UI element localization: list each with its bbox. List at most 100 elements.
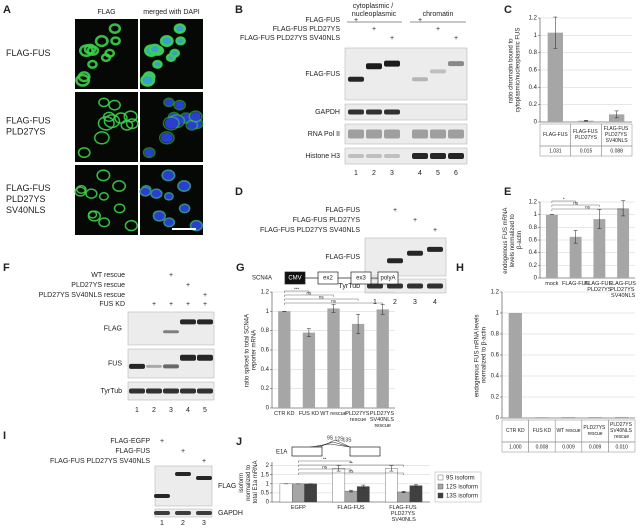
y-tick-label: 0.8 [261,328,270,334]
legend-label: 12S isoform [446,485,478,491]
bar [593,219,606,278]
plus-mark: + [202,458,206,465]
plus-mark: + [203,301,207,308]
x-tick-label: PLD27YS rescue [583,425,606,437]
band [407,250,423,256]
bar [344,490,358,503]
band-label: GAPDH [315,109,340,116]
nucleus [152,210,166,222]
cell-signal [163,192,174,201]
bar [291,483,305,503]
band [387,283,403,289]
x-tick-label: FLAG-FUS [337,505,365,511]
exon-box [349,446,381,457]
cell-signal [152,59,163,69]
y-tick-label: 0 [266,500,270,506]
value-label: 0.009 [562,444,575,450]
condition-label: PLD27YS SV40NLS rescue [39,292,125,299]
nucleus [164,117,178,129]
group-label: chromatin [423,11,454,18]
cell-signal [178,203,191,214]
lane-number: 2 [393,299,397,306]
y-tick-label: 1 [496,311,500,317]
gene-label: SCN4A [252,276,272,282]
band [430,69,446,74]
cell-signal [173,23,187,34]
band [448,61,464,67]
y-tick-label: 0.6 [529,68,538,74]
band [348,154,364,158]
table-cell [608,441,636,453]
nucleus [161,169,176,182]
blot-strip [344,47,468,101]
band [448,153,464,159]
gene-label: E1A [276,450,287,456]
cell-signal [75,73,91,87]
panel-label: G [236,262,245,274]
condition-label: FLAG-FUS PLD27YS [273,26,341,33]
plus-mark: + [203,292,207,299]
plus-mark: + [372,26,376,33]
y-tick-label: 0.2 [529,102,538,108]
construct-label: ex2 [323,276,333,282]
band [196,476,212,480]
condition-label: FLAG-FUS [325,207,360,214]
exon-box [291,446,323,457]
value-label: 0.009 [589,444,602,450]
lane-number: 5 [436,170,440,177]
y-tick-label: 0 [534,120,538,126]
panel-label: B [235,4,243,16]
y-axis-label: ratio chromatin bound to cytoplasmic/nuc… [508,28,521,113]
legend-label: 13S isoform [446,494,478,500]
bar [609,114,625,122]
x-tick-label: FLAG-FUS [543,132,568,138]
cell-signal [140,73,156,87]
y-axis-label: isoform normalized to total E1a mRNA [239,460,259,503]
y-tick-label: 0.5 [261,490,270,496]
band-label: TyrTub [338,283,360,290]
cell-signal [77,147,91,159]
band [196,511,212,515]
band-label: FLAG [104,325,122,332]
y-tick-label: 0.4 [491,374,500,380]
band [387,258,403,264]
plus-mark: + [436,26,440,33]
cell-signal [94,35,109,48]
band-label: TyrTub [100,388,122,395]
construct-box [317,271,339,285]
x-tick-label: FLAG-FUS PLD27YS SV40NLS [609,281,638,299]
bar [508,313,522,418]
value-label: 0.010 [615,444,628,450]
band [180,354,196,361]
cell-signal [159,35,174,48]
band-label: FLAG [218,483,236,490]
significance-label: ns [319,295,325,300]
significance-bracket [284,294,334,297]
panel-label: H [456,262,464,274]
band-label: GAPDH [218,510,243,517]
column-header: FLAG [97,9,115,16]
y-tick-label: 1.5 [261,472,270,478]
plus-mark: + [454,35,458,42]
nucleus [160,132,173,143]
y-tick-label: 1 [534,212,538,218]
cell-signal [188,110,203,123]
x-tick-label: WT rescue [320,411,347,417]
significance-label: ** [349,461,353,466]
panel-label: I [3,430,6,442]
y-tick-label: 0.2 [491,395,500,401]
lane-number: 2 [372,170,376,177]
y-tick-label: 0.6 [491,353,500,359]
band [412,129,428,139]
significance-bracket [298,468,352,471]
construct-label: ex3 [356,276,366,282]
plus-mark: + [418,17,422,24]
cell-signal [125,118,139,130]
x-tick-label: EGFP [291,505,306,511]
lane-number: 1 [354,170,358,177]
error-bar [621,200,626,217]
band [367,283,383,289]
table-cell [601,145,633,157]
bar [535,417,549,418]
legend-swatch [437,483,444,490]
